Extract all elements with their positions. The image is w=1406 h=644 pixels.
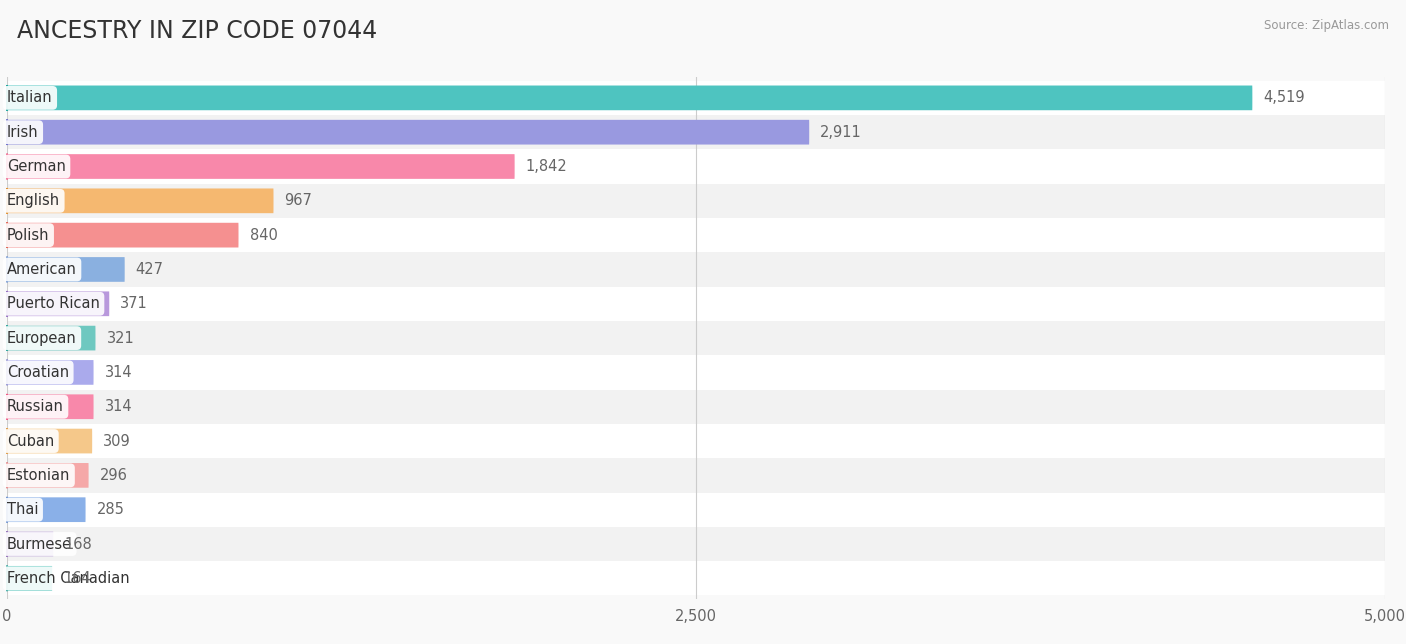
- Bar: [7, 218, 1385, 252]
- Text: 314: 314: [104, 365, 132, 380]
- Text: 427: 427: [136, 262, 163, 277]
- FancyBboxPatch shape: [7, 566, 52, 591]
- Text: Estonian: Estonian: [7, 468, 70, 483]
- Text: 967: 967: [284, 193, 312, 208]
- FancyBboxPatch shape: [7, 189, 274, 213]
- FancyBboxPatch shape: [7, 394, 94, 419]
- Text: European: European: [7, 330, 77, 346]
- Text: 840: 840: [249, 227, 277, 243]
- Text: Cuban: Cuban: [7, 433, 55, 449]
- Bar: [7, 115, 1385, 149]
- Text: English: English: [7, 193, 60, 208]
- Bar: [7, 390, 1385, 424]
- Text: 4,519: 4,519: [1264, 90, 1305, 106]
- FancyBboxPatch shape: [7, 120, 810, 144]
- Text: 371: 371: [121, 296, 148, 311]
- Text: 164: 164: [63, 571, 91, 586]
- Text: Source: ZipAtlas.com: Source: ZipAtlas.com: [1264, 19, 1389, 32]
- Text: 168: 168: [65, 536, 93, 551]
- Text: Burmese: Burmese: [7, 536, 72, 551]
- Text: 321: 321: [107, 330, 134, 346]
- Text: 1,842: 1,842: [526, 159, 568, 174]
- Text: 309: 309: [103, 433, 131, 449]
- Text: American: American: [7, 262, 77, 277]
- Bar: [7, 527, 1385, 561]
- Bar: [7, 321, 1385, 355]
- Text: 314: 314: [104, 399, 132, 414]
- Bar: [7, 424, 1385, 459]
- Text: German: German: [7, 159, 66, 174]
- Text: 285: 285: [97, 502, 125, 517]
- Bar: [7, 287, 1385, 321]
- Bar: [7, 459, 1385, 493]
- Bar: [7, 355, 1385, 390]
- FancyBboxPatch shape: [7, 497, 86, 522]
- FancyBboxPatch shape: [7, 326, 96, 350]
- Bar: [7, 149, 1385, 184]
- Text: Russian: Russian: [7, 399, 63, 414]
- Text: Irish: Irish: [7, 125, 39, 140]
- FancyBboxPatch shape: [7, 154, 515, 179]
- FancyBboxPatch shape: [7, 223, 239, 247]
- Bar: [7, 561, 1385, 596]
- Text: Thai: Thai: [7, 502, 38, 517]
- Text: Puerto Rican: Puerto Rican: [7, 296, 100, 311]
- FancyBboxPatch shape: [7, 463, 89, 488]
- FancyBboxPatch shape: [7, 429, 93, 453]
- Bar: [7, 184, 1385, 218]
- FancyBboxPatch shape: [7, 86, 1253, 110]
- FancyBboxPatch shape: [7, 532, 53, 556]
- Text: French Canadian: French Canadian: [7, 571, 129, 586]
- FancyBboxPatch shape: [7, 360, 94, 384]
- Bar: [7, 80, 1385, 115]
- FancyBboxPatch shape: [7, 257, 125, 282]
- Bar: [7, 493, 1385, 527]
- Text: Polish: Polish: [7, 227, 49, 243]
- Text: Croatian: Croatian: [7, 365, 69, 380]
- Bar: [7, 252, 1385, 287]
- FancyBboxPatch shape: [7, 292, 110, 316]
- Text: 296: 296: [100, 468, 128, 483]
- Text: ANCESTRY IN ZIP CODE 07044: ANCESTRY IN ZIP CODE 07044: [17, 19, 377, 43]
- Text: Italian: Italian: [7, 90, 52, 106]
- Text: 2,911: 2,911: [820, 125, 862, 140]
